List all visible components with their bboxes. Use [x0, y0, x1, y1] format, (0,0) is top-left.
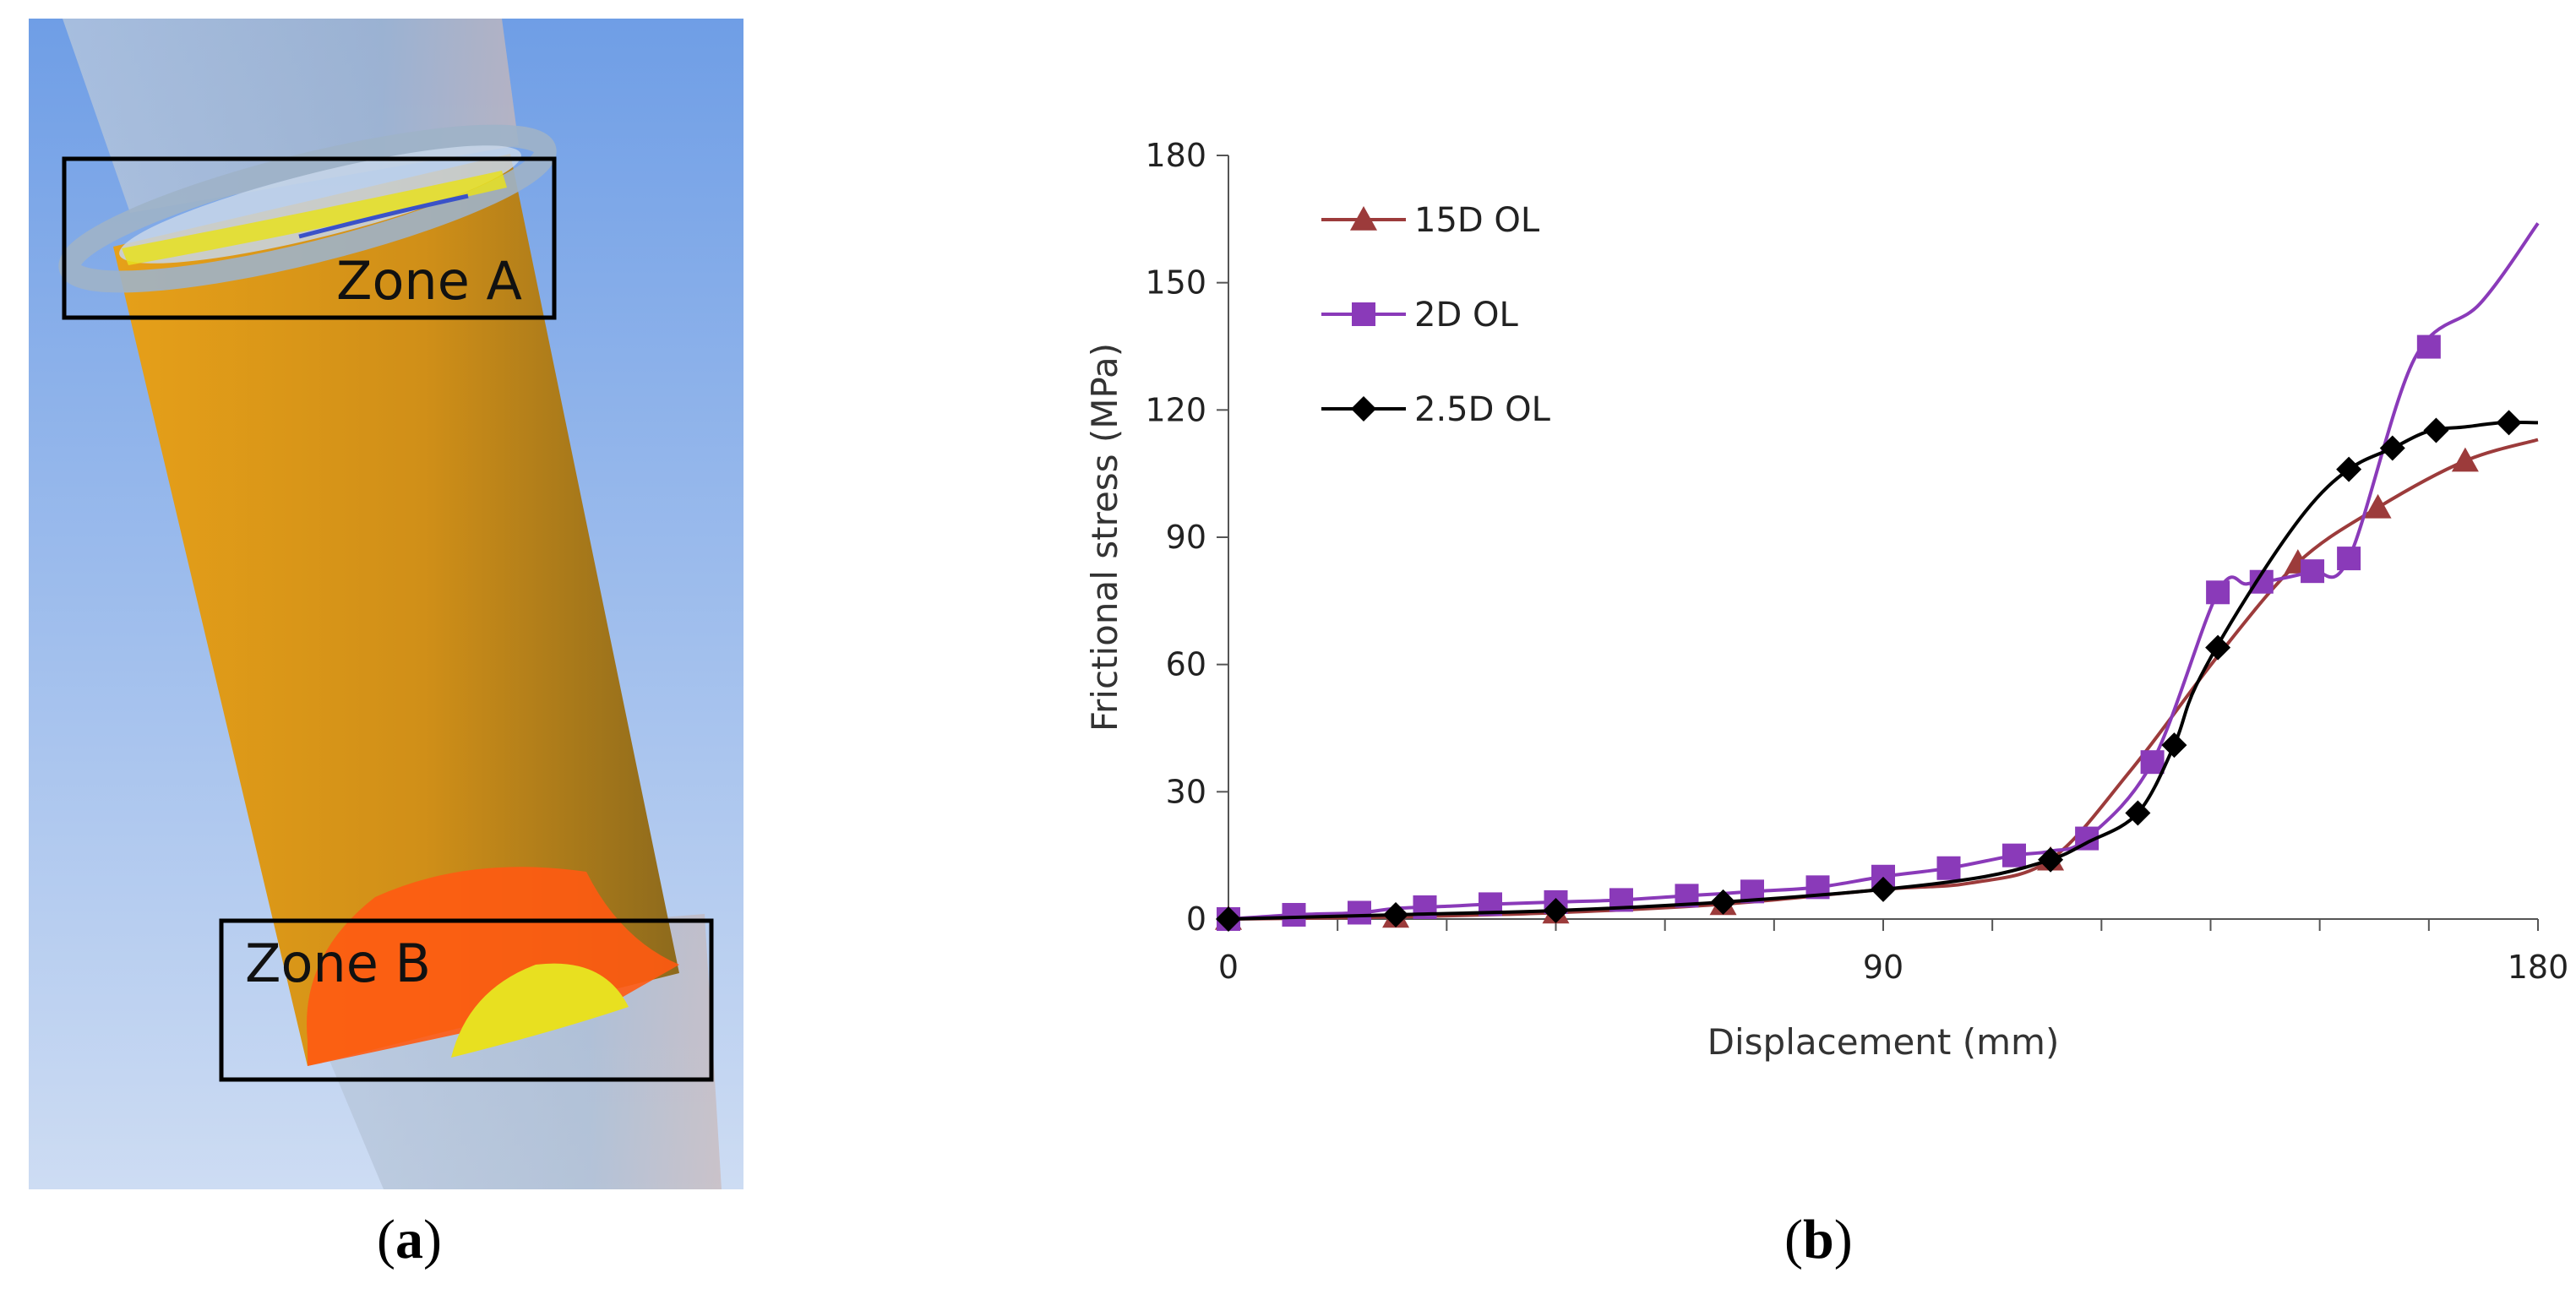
- data-point-2-5d-ol: [2161, 732, 2187, 759]
- caption-b: (b): [1784, 1209, 1853, 1270]
- data-point-2-5d-ol: [1216, 906, 1241, 932]
- data-point-2-5d-ol: [1710, 889, 1736, 915]
- data-point-2d-ol: [2002, 843, 2026, 868]
- data-point-2d-ol: [1348, 900, 1371, 925]
- y-tick-label: 90: [1166, 519, 1206, 556]
- data-point-2d-ol: [2301, 559, 2325, 584]
- series-line-15d-ol: [1228, 438, 2539, 921]
- legend-label-15d-ol: 15D OL: [1414, 201, 1540, 240]
- sleeve-rim: [58, 124, 557, 293]
- contact-patch-zone-b-mid: [451, 963, 629, 1058]
- y-tick-label: 60: [1166, 646, 1206, 683]
- data-point-2-5d-ol: [2496, 410, 2522, 436]
- zone-b-label: Zone B: [245, 933, 431, 994]
- x-tick-label: 0: [1218, 949, 1239, 986]
- zone-b-box: [219, 918, 714, 1082]
- data-point-2-5d-ol: [2038, 846, 2064, 873]
- data-point-2-5d-ol: [2336, 456, 2362, 482]
- data-point-2d-ol: [2140, 750, 2165, 775]
- data-point-2-5d-ol: [2205, 634, 2231, 661]
- simulation-render: Zone A Zone B: [29, 19, 743, 1189]
- series-line-2d-ol: [1228, 222, 2540, 921]
- x-axis-label: Displacement (mm): [1707, 1021, 2060, 1063]
- contact-edge-zone-a: [298, 193, 469, 239]
- zone-a-label: Zone A: [336, 250, 522, 312]
- y-axis-label: Frictional stress (MPa): [1084, 343, 1125, 732]
- data-point-2-5d-ol: [1871, 876, 1896, 902]
- data-point-2d-ol: [2416, 335, 2441, 359]
- caption-a-letter: a: [395, 1209, 423, 1270]
- data-point-15d-ol: [2364, 493, 2392, 519]
- contact-patch-zone-b: [307, 867, 679, 1066]
- frictional-stress-chart: 0 30 60 90 120 150 180 0 90 180 Displacement (mm) F…: [1084, 137, 2569, 1063]
- zone-a-box: [62, 156, 557, 320]
- inner-tube: [113, 154, 679, 1066]
- caption-b-letter: b: [1802, 1209, 1834, 1270]
- data-point-2d-ol: [2337, 547, 2361, 571]
- contact-band-zone-a: [122, 171, 507, 265]
- data-point-2d-ol: [1282, 902, 1306, 927]
- data-point-15d-ol: [2451, 447, 2479, 472]
- data-point-2d-ol: [2206, 580, 2230, 605]
- legend-marker-15d-ol: [1350, 206, 1377, 231]
- x-tick-label: 90: [1863, 949, 1903, 986]
- legend-marker-2d-ol: [1352, 302, 1375, 326]
- y-tick-label: 30: [1166, 773, 1206, 810]
- y-tick-label: 180: [1145, 137, 1206, 174]
- y-tick-label: 150: [1145, 264, 1206, 302]
- data-point-2-5d-ol: [2423, 417, 2449, 443]
- y-tick-label: 120: [1145, 391, 1206, 428]
- data-point-2-5d-ol: [1383, 901, 1409, 927]
- legend-label-2d-ol: 2D OL: [1414, 296, 1518, 335]
- y-tick-label: 0: [1186, 900, 1206, 938]
- data-point-2-5d-ol: [1543, 897, 1569, 923]
- x-tick-label: 180: [2508, 949, 2569, 986]
- legend-label-2-5d-ol: 2.5D OL: [1414, 390, 1551, 429]
- data-point-2-5d-ol: [2379, 435, 2405, 461]
- data-point-2-5d-ol: [2125, 800, 2151, 826]
- data-point-2d-ol: [1936, 856, 1961, 880]
- caption-a: (a): [377, 1209, 442, 1270]
- legend-marker-2-5d-ol: [1351, 396, 1376, 422]
- series-line-2-5d-ol: [1228, 421, 2539, 921]
